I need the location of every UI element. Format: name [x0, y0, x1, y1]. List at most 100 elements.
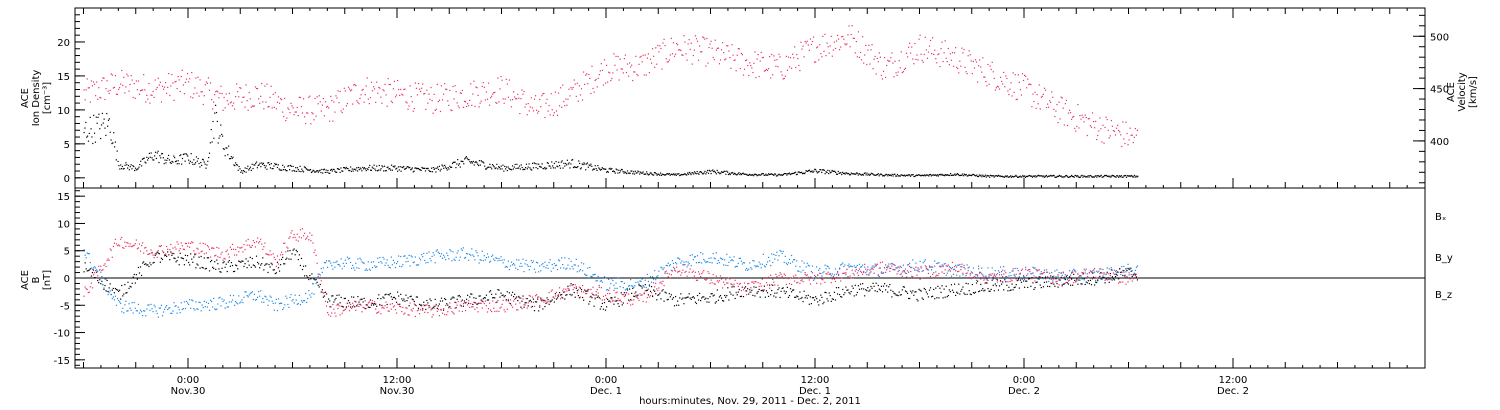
b-field-point [1118, 271, 1120, 273]
velocity-point [246, 100, 248, 102]
density-point [300, 171, 302, 173]
b-field-point [112, 245, 114, 247]
b-field-point [428, 305, 430, 307]
velocity-point [681, 54, 683, 56]
b-field-point [1114, 276, 1117, 278]
velocity-point [813, 61, 816, 63]
velocity-point [690, 42, 692, 44]
b-field-point [498, 257, 500, 260]
b-field-point [393, 296, 396, 299]
density-point [307, 169, 309, 171]
velocity-point [142, 89, 144, 91]
density-point [586, 162, 589, 164]
velocity-point [730, 67, 732, 69]
b-field-point [710, 257, 712, 259]
b-field-point [233, 304, 236, 306]
b-field-point [375, 266, 377, 268]
velocity-point [1079, 115, 1081, 117]
density-point [140, 160, 142, 162]
density-point [101, 112, 103, 115]
density-point [187, 155, 189, 157]
density-point [107, 119, 110, 121]
b-field-point [706, 301, 708, 303]
b-field-point [520, 262, 522, 265]
density-point [852, 173, 854, 175]
b-field-point [1123, 270, 1125, 272]
b-field-point [686, 296, 688, 298]
b-field-point [655, 279, 657, 281]
b-field-point [862, 283, 864, 285]
velocity-point [392, 88, 395, 90]
b-field-point [1125, 271, 1127, 273]
velocity-point [674, 53, 677, 55]
density-point [618, 169, 620, 171]
density-point [421, 166, 423, 169]
density-point [786, 174, 788, 176]
density-point [352, 170, 354, 172]
velocity-point [419, 90, 422, 92]
b-field-point [1092, 276, 1095, 278]
b-field-point [1042, 278, 1045, 280]
b-field-point [871, 287, 873, 289]
velocity-point [432, 112, 434, 114]
density-point [1057, 175, 1060, 177]
b-field-point [944, 296, 946, 298]
velocity-point [687, 43, 689, 45]
b-field-point [497, 299, 499, 302]
density-point [340, 167, 342, 169]
velocity-point [882, 70, 885, 72]
b-field-point [566, 294, 568, 296]
density-point [1058, 174, 1061, 176]
velocity-point [157, 77, 159, 79]
density-point [1048, 175, 1050, 177]
b-field-point [773, 295, 775, 297]
b-field-point [887, 265, 889, 267]
density-point [428, 169, 430, 171]
density-point [625, 172, 627, 174]
density-point [741, 172, 744, 175]
velocity-point [139, 90, 142, 92]
b-field-point [1027, 273, 1029, 275]
b-field-point [315, 282, 317, 285]
velocity-point [575, 95, 577, 97]
b-field-point [723, 300, 725, 302]
b-field-point [446, 252, 448, 254]
b-field-point [460, 300, 462, 302]
density-point [480, 160, 482, 162]
b-field-point [863, 288, 865, 290]
b-field-point [953, 283, 956, 285]
b-field-point [116, 297, 119, 300]
density-point [423, 167, 426, 169]
b-field-point [109, 248, 111, 250]
density-point [598, 167, 600, 169]
b-field-point [591, 276, 593, 278]
velocity-point [917, 59, 919, 61]
b-field-point [462, 247, 465, 249]
b-field-point [237, 268, 239, 270]
b-field-point [485, 305, 488, 307]
b-field-point [284, 263, 286, 265]
b-field-point [243, 243, 245, 246]
b-field-point [174, 246, 176, 248]
b-field-point [273, 309, 275, 311]
velocity-point [1122, 121, 1124, 123]
density-point [471, 162, 474, 164]
density-point [634, 170, 636, 172]
velocity-point [811, 40, 814, 43]
velocity-point [138, 93, 141, 95]
b-field-point [988, 290, 990, 292]
velocity-point [199, 79, 201, 81]
b-field-point [460, 248, 462, 250]
b-field-point [429, 257, 431, 260]
velocity-point [249, 98, 251, 100]
density-point [561, 160, 563, 162]
b-field-point [357, 303, 359, 305]
velocity-point [788, 66, 791, 68]
b-field-point [218, 247, 220, 249]
b-field-point [789, 262, 792, 264]
density-point [962, 173, 964, 175]
velocity-point [776, 59, 778, 61]
b-field-point [365, 268, 367, 270]
b-field-point [726, 294, 728, 297]
velocity-point [145, 101, 147, 103]
